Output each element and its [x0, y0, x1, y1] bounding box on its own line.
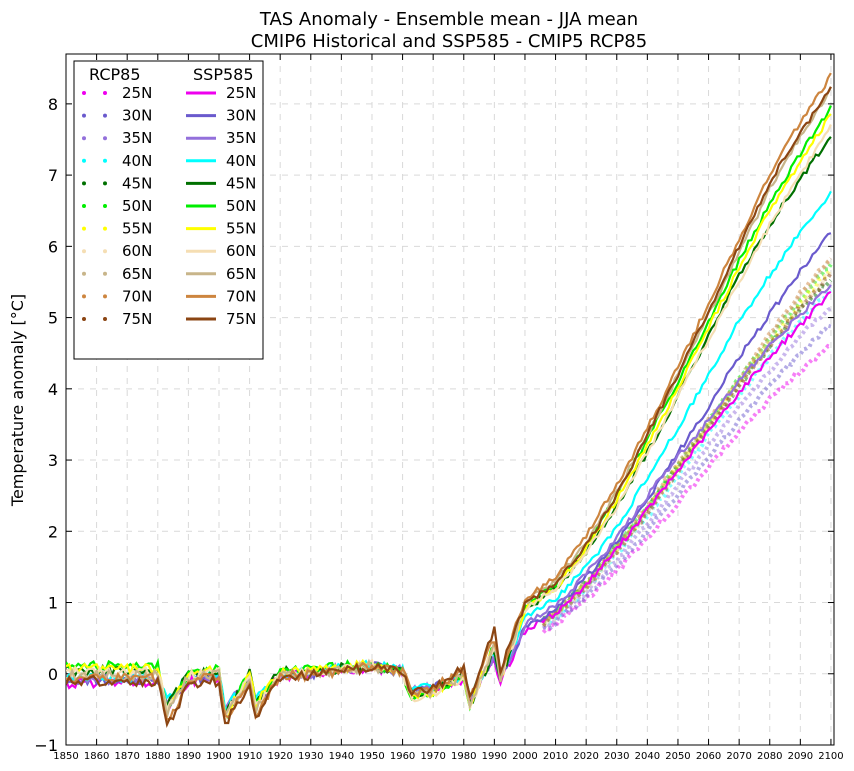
legend-rcp85-label: 65N	[122, 265, 152, 283]
x-tick-label: 1990	[482, 751, 507, 762]
legend-rcp85-marker	[103, 91, 107, 95]
x-tick-label: 1910	[237, 751, 262, 762]
x-tick-label: 1880	[145, 751, 170, 762]
y-axis-label: Temperature anomaly [°C]	[8, 294, 27, 507]
rcp85-line	[542, 323, 832, 631]
x-tick-label: 1930	[298, 751, 323, 762]
legend-rcp85-marker	[82, 136, 86, 141]
y-tick-label: 8	[48, 95, 58, 114]
legend-rcp85-marker	[82, 158, 86, 163]
legend-ssp585-label: 50N	[226, 197, 256, 215]
x-tick-label: 2060	[696, 751, 721, 762]
x-tick-label: 1870	[114, 751, 139, 762]
rcp85-line	[541, 267, 833, 626]
x-tick-label: 2090	[788, 751, 813, 762]
legend-ssp585-label: 40N	[226, 152, 256, 170]
legend-ssp585-label: 30N	[226, 107, 256, 125]
legend-rcp85-label: 30N	[122, 107, 152, 125]
legend-rcp85-marker	[103, 226, 107, 231]
legend-rcp85-label: 75N	[122, 310, 152, 328]
legend-ssp585-label: 60N	[226, 242, 256, 260]
legend-rcp85-marker	[103, 294, 107, 299]
x-tick-label: 1980	[451, 751, 476, 762]
y-tick-label: 3	[48, 451, 58, 470]
legend-ssp585-label: 75N	[226, 310, 256, 328]
legend-rcp85-label: 25N	[122, 84, 152, 102]
legend-box	[73, 60, 264, 360]
legend-header-rcp85: RCP85	[89, 65, 141, 84]
legend-rcp85-label: 50N	[122, 197, 152, 215]
x-tick-label: 1970	[420, 751, 445, 762]
ssp585-line	[66, 105, 832, 720]
legend-rcp85-marker	[103, 204, 107, 208]
y-tick-label: 1	[48, 594, 58, 613]
legend-rcp85-marker	[103, 249, 107, 254]
y-tick-label: 5	[48, 309, 58, 328]
plot-frame	[65, 53, 835, 746]
legend-ssp585-label: 55N	[226, 220, 256, 238]
legend-rcp85-label: 45N	[122, 174, 152, 192]
x-tick-label: 2070	[726, 751, 751, 762]
x-tick-label: 2010	[543, 751, 568, 762]
legend-rcp85-label: 55N	[122, 220, 152, 238]
legend-ssp585-label: 70N	[226, 287, 256, 305]
plot-area: 1850 1860 1870 1880 1890 1900 1910 1920 1930 1940…	[34, 53, 844, 762]
legend-rcp85-marker	[82, 226, 86, 231]
legend-rcp85-marker	[82, 113, 86, 118]
x-tick-label: 2080	[757, 751, 782, 762]
legend-rcp85-label: 35N	[122, 129, 152, 147]
x-tick-label: 2030	[604, 751, 629, 762]
legend-rcp85-marker	[103, 136, 107, 141]
x-tick-label: 2000	[512, 751, 537, 762]
legend-header-ssp585: SSP585	[193, 65, 254, 84]
x-tick-label: 1920	[267, 751, 292, 762]
legend-ssp585-label: 65N	[226, 265, 256, 283]
series-group	[66, 72, 833, 729]
x-tick-label: 2050	[665, 751, 690, 762]
y-tick-label: 7	[48, 166, 58, 185]
legend-rcp85-marker	[103, 113, 107, 118]
legend-rcp85-label: 40N	[122, 152, 152, 170]
x-tick-label: 2040	[635, 751, 660, 762]
chart-subtitle: CMIP6 Historical and SSP585 - CMIP5 RCP8…	[251, 31, 647, 52]
y-tick-label: −1	[34, 736, 58, 755]
y-tick-label: 4	[48, 380, 58, 399]
legend-ssp585-label: 25N	[226, 84, 256, 102]
rcp85-line	[541, 343, 832, 634]
x-tick-label: 1890	[176, 751, 201, 762]
x-tick-label: 1850	[53, 751, 78, 762]
legend-rcp85-label: 60N	[122, 242, 152, 260]
x-tick-label: 1860	[84, 751, 109, 762]
legend-rcp85-marker	[103, 158, 107, 163]
legend-rcp85-marker	[82, 294, 86, 299]
legend-rcp85-marker	[82, 204, 86, 208]
legend-ssp585-label: 35N	[226, 129, 256, 147]
x-tick-label: 2020	[573, 751, 598, 762]
x-tick-label: 1960	[390, 751, 415, 762]
rcp85-line	[541, 271, 833, 628]
legend-rcp85-label: 70N	[122, 287, 152, 305]
legend-rcp85-marker	[82, 91, 86, 95]
x-tick-label: 2100	[818, 751, 843, 762]
ssp585-line	[66, 86, 832, 729]
legend-rcp85-marker	[82, 249, 86, 254]
legend-rcp85-marker	[103, 271, 107, 276]
y-tick-label: 0	[48, 665, 58, 684]
x-tick-label: 1900	[206, 751, 231, 762]
x-tick-label: 1940	[329, 751, 354, 762]
y-tick-label: 2	[48, 522, 58, 541]
legend-ssp585-label: 45N	[226, 174, 256, 192]
y-tick-label: 6	[48, 237, 58, 256]
chart-title: TAS Anomaly - Ensemble mean - JJA mean	[259, 9, 638, 30]
x-tick-label: 1950	[359, 751, 384, 762]
legend-rcp85-marker	[103, 317, 107, 321]
legend-rcp85-marker	[82, 317, 86, 321]
legend-rcp85-marker	[82, 181, 86, 186]
legend-rcp85-marker	[103, 181, 107, 186]
legend-rcp85-marker	[82, 271, 86, 276]
